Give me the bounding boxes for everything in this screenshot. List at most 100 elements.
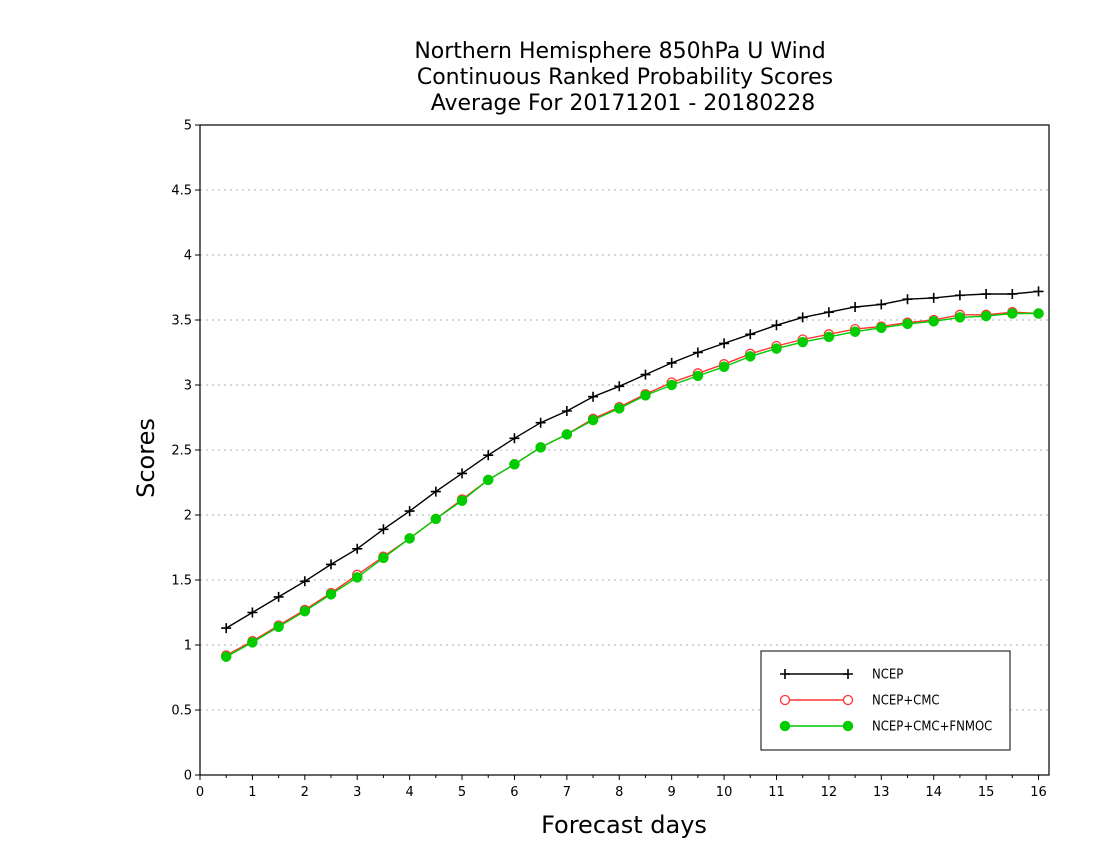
data-point [771,343,782,354]
data-point [430,513,442,525]
data-point [535,417,546,428]
data-point [299,605,311,617]
series-line [225,311,1039,657]
data-point [535,442,546,453]
data-point [640,390,651,401]
series-ncep-cmc [221,307,1044,661]
data-point [719,338,730,349]
data-point [220,651,232,662]
data-point [247,607,258,618]
data-point [221,623,232,634]
data-point [247,637,258,648]
data-point [902,318,913,330]
x-tick-label: 10 [716,785,733,800]
data-point [325,589,337,600]
x-axis-title: Forecast days [541,811,707,839]
data-point [876,299,887,310]
x-tick-label: 11 [768,785,785,800]
data-point [797,312,808,323]
data-point [1033,308,1044,319]
data-point [981,289,992,299]
data-point [483,450,494,461]
data-point [509,433,520,444]
data-point [561,429,573,440]
x-tick-label: 5 [458,785,466,800]
x-tick-label: 16 [1030,785,1047,800]
x-tick-label: 13 [873,785,890,800]
data-point [692,370,704,382]
y-tick-label: 3 [184,379,192,394]
data-point [273,621,284,633]
data-point [351,572,363,583]
x-tick-label: 12 [821,785,838,800]
data-point [588,391,599,402]
axis-ticks: 00.511.522.533.544.550 1 2 3 4 5 6 7 8 9 10 11 12 13 1… [171,119,1046,801]
data-point [561,406,572,416]
x-tick-label: 8 [615,785,623,800]
legend-item: NCEP+CMC+FNMOC [779,720,992,735]
data-point [1007,308,1018,319]
data-point [666,379,677,391]
legend-marker [779,720,791,732]
data-point [876,322,887,334]
chart-title: Northern Hemisphere 850hPa U Wind Contin… [414,39,833,116]
x-tick-label: 9 [668,785,676,800]
y-tick-label: 3.5 [171,314,192,329]
data-point [823,307,834,318]
data-point [378,552,389,564]
data-series [220,286,1044,662]
data-point [614,381,625,392]
data-point [902,294,913,305]
data-point [718,361,730,373]
data-point [640,369,651,380]
legend-item: NCEP [780,668,903,683]
series-ncep [221,286,1044,634]
data-point [954,290,965,301]
data-point [404,506,415,517]
data-point [928,316,939,327]
series-line [225,290,1039,629]
legend-marker [842,720,854,732]
chart-title-line-3: Average For 20171201 - 20180228 [431,91,816,116]
data-point [666,357,677,368]
data-point [823,331,835,343]
x-tick-label: 7 [563,785,571,800]
x-tick-label: 3 [353,785,361,800]
data-point [850,302,861,312]
y-tick-label: 0 [184,769,192,784]
data-point [457,468,468,479]
legend-item: NCEP+CMC [779,694,940,709]
x-tick-label: 2 [301,785,309,800]
data-point [430,486,441,497]
data-point [771,320,782,331]
data-point [352,543,363,554]
series-line [225,312,1039,658]
data-point [692,347,703,358]
data-point [482,474,494,486]
data-point [587,414,599,426]
x-tick-label: 4 [405,785,413,800]
data-point [273,591,284,602]
x-tick-label: 6 [510,785,518,800]
data-point [404,533,415,544]
legend-marker [842,694,854,706]
data-point [509,459,520,470]
x-tick-label: 1 [248,785,256,800]
y-axis-title: Scores [132,418,160,498]
data-point [378,524,389,535]
data-point [1007,289,1018,299]
legend-label: NCEP+CMC+FNMOC [872,720,992,735]
data-point [745,351,756,362]
y-tick-label: 2.5 [171,444,192,459]
y-tick-label: 4 [184,249,192,264]
legend-label: NCEP+CMC [872,694,940,709]
data-point [614,403,625,414]
data-point [299,576,310,587]
data-point [928,292,939,303]
data-point [745,329,756,340]
gridlines [200,189,1049,711]
y-tick-label: 0.5 [171,704,192,719]
series-ncep-cmc-fnmoc [220,308,1044,662]
x-tick-label: 0 [196,785,204,800]
